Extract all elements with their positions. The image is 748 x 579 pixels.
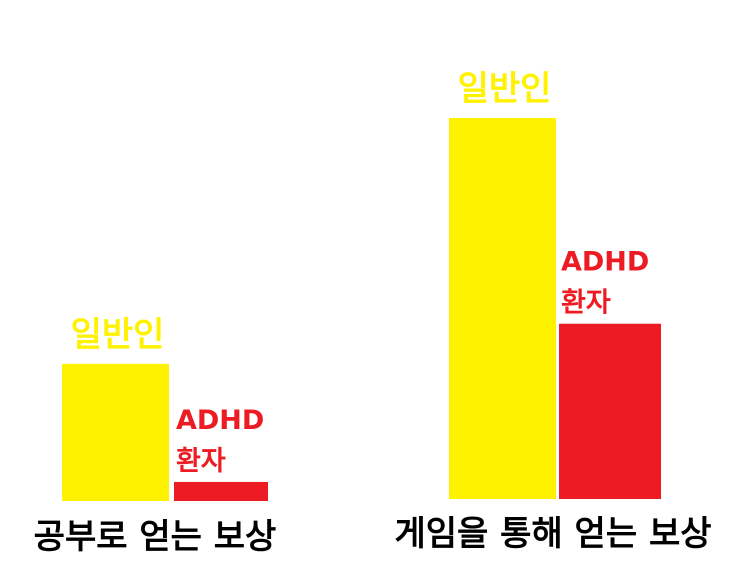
bar-normal-study: [62, 363, 169, 501]
bar-adhd-game: [559, 323, 661, 499]
bars-layer: [62, 118, 661, 501]
series-label-adhd-game-line2: 환자: [561, 288, 611, 319]
series-label-normal-study: 일반인: [71, 315, 165, 355]
group-label-game: 게임을 통해 얻는 보상: [394, 514, 711, 554]
bar-adhd-study: [174, 481, 268, 501]
series-label-normal-game: 일반인: [458, 69, 552, 109]
series-label-adhd-study-line1: ADHD: [176, 405, 264, 436]
series-label-adhd-study-line2: 환자: [176, 446, 226, 477]
series-label-adhd-game-line1: ADHD: [561, 247, 649, 278]
group-label-study: 공부로 얻는 보상: [34, 517, 277, 557]
bar-normal-game: [449, 118, 556, 499]
